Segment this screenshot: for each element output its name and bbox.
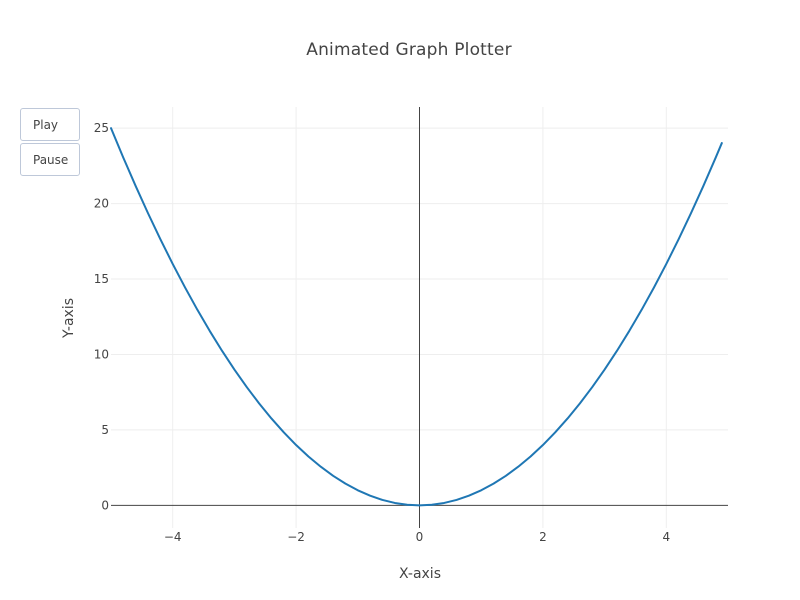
- y-tick-label: 25: [94, 121, 109, 135]
- y-tick-label: 0: [101, 498, 109, 512]
- series-line: [110, 127, 723, 507]
- series-layer: [110, 127, 723, 507]
- y-tick-label: 20: [94, 197, 109, 211]
- x-gridlines: [172, 107, 667, 528]
- x-tick-label: 0: [416, 530, 424, 544]
- x-tick-labels: −4 −2 0 2 4: [164, 530, 670, 544]
- x-tick-label: 2: [539, 530, 547, 544]
- y-tick-label: 15: [94, 272, 109, 286]
- x-tick-label: −4: [164, 530, 182, 544]
- y-tick-labels: 0 5 10 15 20 25: [94, 121, 109, 512]
- zero-lines: [111, 107, 728, 528]
- y-tick-label: 5: [101, 423, 109, 437]
- x-tick-label: 4: [662, 530, 670, 544]
- y-axis-label: Y-axis: [61, 298, 77, 338]
- chart-title: Animated Graph Plotter: [306, 40, 512, 60]
- x-axis-label: X-axis: [399, 566, 441, 582]
- pause-button[interactable]: Pause: [20, 143, 80, 176]
- x-tick-label: −2: [287, 530, 305, 544]
- y-tick-label: 10: [94, 347, 109, 361]
- play-button[interactable]: Play: [20, 108, 80, 141]
